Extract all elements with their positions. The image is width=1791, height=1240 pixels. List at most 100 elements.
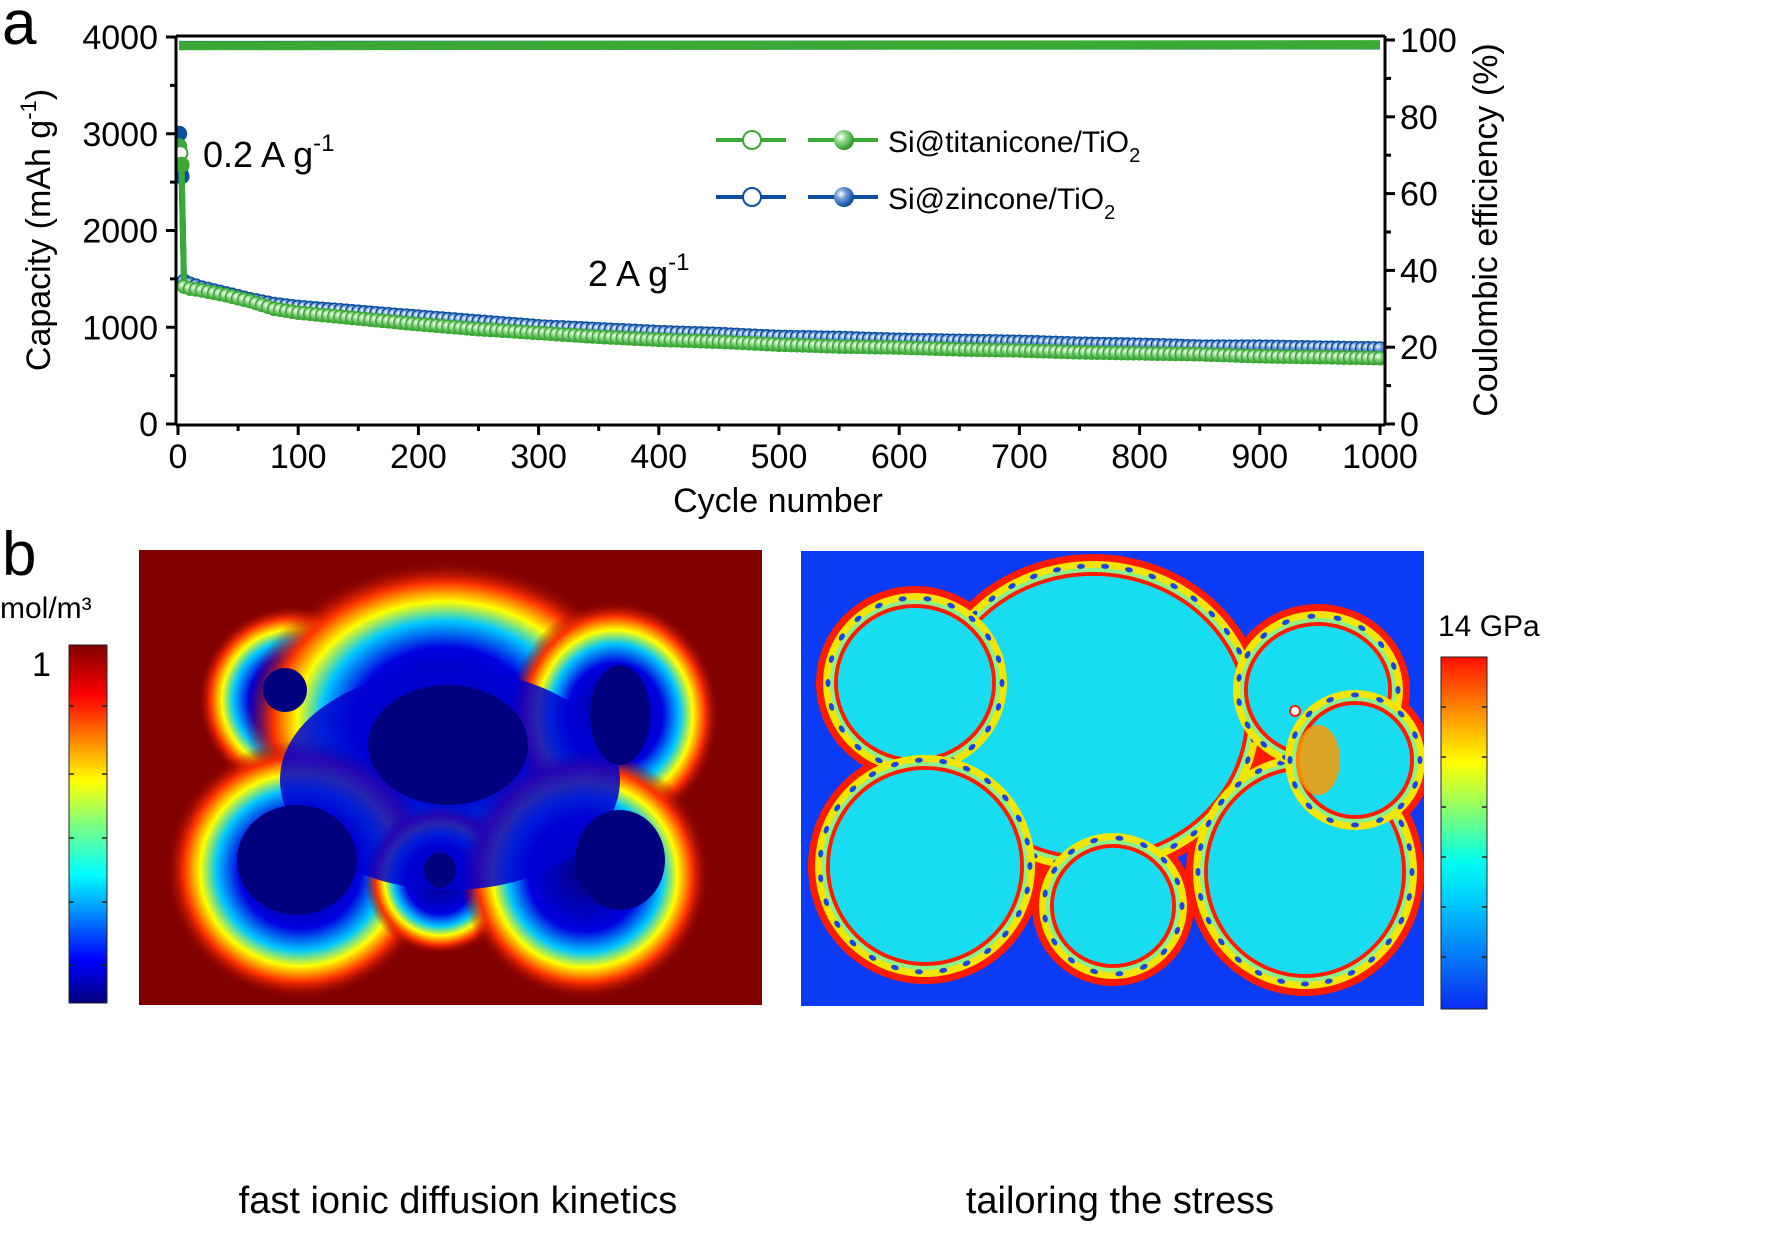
particle-coating-dot — [984, 947, 992, 955]
particle-coating-dot — [1051, 866, 1058, 874]
y2-tick-label: 20 — [1400, 329, 1438, 367]
particle-coating-dot — [1190, 595, 1198, 602]
particle-coating-dot — [1140, 842, 1148, 848]
particle-coating-dot — [968, 615, 976, 623]
particle-coating-dot — [1115, 835, 1124, 841]
particle-coating-dot — [1170, 583, 1178, 590]
x-tick-label: 600 — [871, 438, 928, 476]
colorbar-right — [1440, 656, 1488, 1010]
particle-coating-dot — [1326, 817, 1334, 823]
particle-coating-dot — [1351, 822, 1359, 828]
particle-coating-dot — [891, 964, 899, 971]
x-tick-label: 300 — [510, 438, 567, 476]
particle-core — [1054, 848, 1172, 964]
particle-coating-dot — [939, 759, 948, 765]
particle-coating-dot — [1002, 794, 1009, 802]
x-tick-label: 400 — [630, 438, 687, 476]
particle-coating-dot — [1292, 731, 1298, 739]
particle-coating-dot — [1398, 819, 1405, 828]
stress-pore — [1289, 705, 1301, 717]
particle-coating-dot — [1090, 837, 1099, 844]
particle-coating-dot — [1409, 868, 1415, 876]
particle-coating-dot — [947, 602, 955, 609]
particle-coating-dot — [1368, 956, 1376, 963]
x-tick-label: 200 — [390, 438, 447, 476]
particle-coating-dot — [1008, 583, 1016, 590]
particle-coating-dot — [1277, 978, 1286, 984]
series-zincone — [176, 40, 1385, 356]
particle-coating-dot — [818, 874, 824, 883]
particle-coating-dot — [1076, 563, 1085, 569]
particle-coating-dot — [838, 633, 845, 641]
particle-core — [941, 576, 1245, 856]
particle-coating-dot — [1205, 916, 1212, 925]
particle-coating-dot — [898, 596, 907, 602]
particle-coating-dot — [1029, 573, 1038, 580]
particle-coating-dot — [1198, 843, 1204, 852]
particle-coating-dot — [1015, 814, 1022, 823]
particle-coating-dot — [1351, 692, 1359, 698]
particle-coating-dot — [1417, 756, 1423, 764]
particle-coating-dot — [1398, 916, 1405, 925]
particle-coating-dot — [1174, 877, 1181, 886]
particle-coating-dot — [854, 615, 862, 623]
stress-particles — [808, 554, 1424, 996]
particle-coating-dot — [1397, 710, 1405, 718]
particle-coating-dot — [1042, 889, 1048, 898]
particle-core — [838, 608, 992, 758]
capacity-point — [176, 156, 190, 173]
particle-coating-dot — [849, 785, 857, 793]
particle-coating-dot — [1397, 802, 1405, 810]
particle-coating-dot — [923, 596, 932, 602]
legend-marker-open — [742, 130, 762, 150]
particle-coating-dot — [1234, 781, 1242, 788]
particle-coating-dot — [1179, 902, 1185, 910]
particle-coating-dot — [1051, 938, 1058, 946]
colorbar-max-label-left: 1 — [32, 646, 51, 684]
particle-coating-dot — [828, 702, 835, 711]
particle-coating-dot — [1376, 817, 1384, 823]
particle-coating-dot — [1412, 731, 1418, 739]
particle-coating-dot — [1223, 627, 1230, 636]
particle-coating-dot — [834, 920, 841, 928]
particle-coating-dot — [1140, 964, 1148, 970]
y-axis-label: Capacity (mAh g-1) — [16, 89, 58, 371]
particle-coating-dot — [1307, 613, 1316, 619]
y-tick-label: 3000 — [82, 116, 158, 154]
particle-coating-dot — [1170, 842, 1178, 849]
colorbar-right-ticks — [1441, 706, 1487, 958]
particle-coating-dot — [995, 702, 1002, 711]
colorbar-unit-right: 14 GPa — [1438, 610, 1540, 643]
particle-coating-dot — [875, 757, 883, 764]
particle-coating-dot — [1208, 610, 1216, 618]
particle-coating-dot — [999, 679, 1005, 687]
y2-tick-label: 80 — [1400, 99, 1438, 137]
particle-coating-dot — [1326, 697, 1334, 703]
x-tick-label: 900 — [1231, 438, 1288, 476]
particle-core — [830, 770, 1020, 962]
particle-coating-dot — [1234, 956, 1242, 963]
particle-coating-dot — [1305, 710, 1313, 718]
diffusion-map — [139, 550, 762, 1005]
particle-coating-dot — [1053, 567, 1061, 573]
particle-coating-dot — [1218, 938, 1225, 946]
particle-coating-dot — [1254, 970, 1263, 976]
particle-coating-dot — [968, 743, 976, 751]
data-layer — [176, 40, 1385, 366]
y-tick-label: 1000 — [82, 309, 158, 347]
particle-coating-dot — [1027, 862, 1033, 870]
particle-coating-dot — [1260, 632, 1268, 639]
particle-coating-dot — [1148, 573, 1157, 580]
particle-coating-dot — [1115, 971, 1124, 977]
particle-coating-dot — [1292, 781, 1298, 789]
particle-coating-dot — [1160, 856, 1168, 864]
particle-coating-dot — [1347, 970, 1356, 976]
caption-right: tailoring the stress — [966, 1180, 1274, 1222]
particle-coating-dot — [1090, 968, 1099, 975]
particle-coating-dot — [1125, 567, 1133, 573]
particle-coating-dot — [962, 960, 971, 967]
particle-coating-dot — [1305, 802, 1313, 810]
particle-coating-dot — [1002, 930, 1009, 938]
particle-coating-dot — [1067, 957, 1075, 964]
particle-rim — [826, 766, 1024, 966]
